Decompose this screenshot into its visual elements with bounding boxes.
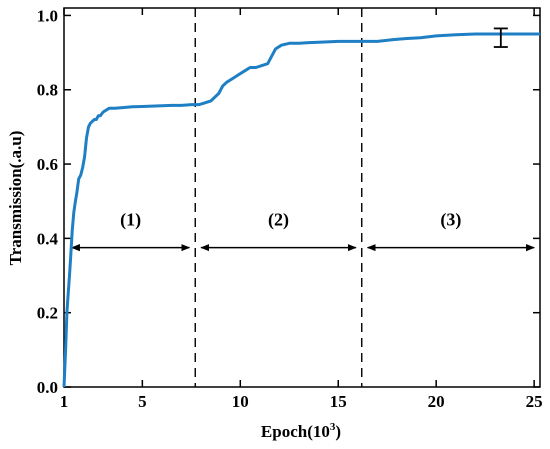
y-tick-label: 0.8 (37, 81, 58, 100)
y-tick-label: 1.0 (37, 6, 58, 25)
x-tick-label: 5 (138, 392, 147, 411)
plot-frame (63, 7, 541, 388)
error-bar (493, 27, 508, 48)
y-axis-label: Transmission(.a.u) (6, 131, 25, 266)
x-tick-label: 25 (526, 392, 543, 411)
region-label: (3) (440, 209, 461, 230)
transmission-line (62, 32, 540, 388)
y-tick-label: 0.6 (37, 155, 58, 174)
region-dividers (194, 8, 363, 387)
y-tick-label: 0.0 (37, 378, 58, 397)
y-tick-label: 0.4 (37, 229, 59, 248)
x-axis-label-exponent: 3 (330, 421, 336, 433)
x-tick-label: 15 (330, 392, 347, 411)
region-annotations: (1) (2) (3) (70, 209, 536, 252)
x-axis-label: Epoch(103) (261, 421, 341, 441)
x-tick-label: 20 (428, 392, 445, 411)
x-axis-label-close: ) (335, 422, 341, 441)
region-label: (1) (120, 209, 141, 230)
region-label: (2) (268, 209, 289, 230)
x-tick-label: 10 (232, 392, 249, 411)
x-tick-label: 1 (60, 392, 69, 411)
y-axis-ticks: 0.0 0.2 0.4 0.6 0.8 1.0 (37, 6, 540, 397)
y-tick-label: 0.2 (37, 304, 58, 323)
x-axis-label-main: Epoch(10 (261, 422, 330, 441)
